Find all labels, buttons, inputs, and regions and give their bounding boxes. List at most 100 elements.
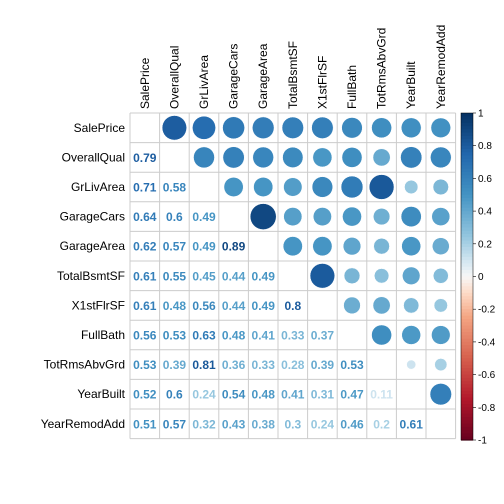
- colorbar-segment: [461, 165, 473, 170]
- column-label-GarageCars: GarageCars: [227, 44, 241, 109]
- corr-value-GarageCars-SalePrice: 0.64: [133, 210, 157, 224]
- corr-value-X1stFlrSF-OverallQual: 0.48: [163, 299, 187, 313]
- column-label-GrLivArea: GrLivArea: [197, 55, 211, 109]
- corr-circle-GarageArea-FullBath: [342, 237, 362, 256]
- colorbar-segment: [461, 397, 473, 402]
- column-label-SalePrice: SalePrice: [138, 57, 152, 109]
- corr-value-YearBuilt-TotalBsmtSF: 0.41: [281, 388, 305, 402]
- colorbar-segment: [461, 322, 473, 327]
- colorbar-segment: [461, 184, 473, 189]
- colorbar-segment: [461, 129, 473, 134]
- corr-circle-OverallQual-X1stFlrSF: [312, 147, 333, 168]
- corr-circle-GrLivArea-X1stFlrSF: [311, 176, 333, 198]
- corr-circle-GarageArea-YearBuilt: [401, 236, 422, 257]
- colorbar-segment: [461, 273, 473, 278]
- corr-value-TotRmsAbvGrd-SalePrice: 0.53: [133, 358, 157, 372]
- colorbar-segment: [461, 175, 473, 179]
- colorbar-tick-label: -0.4: [478, 337, 496, 348]
- colorbar-segment: [461, 328, 473, 333]
- corr-circle-X1stFlrSF-YearRemodAdd: [433, 298, 448, 313]
- corr-value-FullBath-OverallQual: 0.53: [163, 329, 187, 343]
- corr-circle-OverallQual-YearBuilt: [400, 146, 423, 169]
- corr-value-TotRmsAbvGrd-FullBath: 0.53: [340, 358, 364, 372]
- colorbar-tick-label: 0.8: [478, 141, 492, 152]
- corr-value-TotalBsmtSF-GarageArea: 0.49: [252, 269, 276, 283]
- row-label-GrLivArea: GrLivArea: [71, 180, 125, 194]
- corr-value-GrLivArea-OverallQual: 0.58: [163, 181, 187, 195]
- row-labels: SalePrice OverallQual GrLivArea GarageCars G…: [41, 121, 126, 431]
- colorbar-segment: [461, 191, 473, 196]
- corr-circle-TotalBsmtSF-YearRemodAdd: [432, 267, 449, 284]
- corr-circle-GrLivArea-TotRmsAbvGrd: [368, 174, 395, 200]
- corr-circle-GrLivArea-YearBuilt: [404, 179, 419, 195]
- corr-circle-OverallQual-GarageCars: [222, 146, 245, 169]
- column-label-TotalBsmtSF: TotalBsmtSF: [286, 41, 300, 109]
- colorbar-tick-label: -1: [478, 436, 487, 447]
- colorbar-segment: [461, 247, 473, 251]
- colorbar-segment: [461, 361, 473, 366]
- colorbar-segment: [461, 171, 473, 176]
- corr-value-YearRemodAdd-YearBuilt: 0.61: [400, 417, 424, 431]
- corr-value-YearRemodAdd-TotRmsAbvGrd: 0.2: [373, 417, 390, 431]
- colorbar-segment: [461, 253, 473, 258]
- colorbar-segment: [461, 345, 473, 350]
- colorbar-segment: [461, 387, 473, 392]
- colorbar-segment: [461, 256, 473, 261]
- corr-value-YearRemodAdd-GarageCars: 0.43: [222, 417, 246, 431]
- corr-circle-X1stFlrSF-TotRmsAbvGrd: [372, 296, 391, 315]
- colorbar-segment: [461, 155, 473, 160]
- colorbar-segment: [461, 292, 473, 297]
- corr-value-GarageCars-OverallQual: 0.6: [166, 210, 183, 224]
- colorbar-segment: [461, 433, 473, 438]
- colorbar-segment: [461, 135, 473, 140]
- row-label-YearBuilt: YearBuilt: [77, 387, 125, 401]
- corr-circle-GarageCars-YearRemodAdd: [431, 207, 451, 226]
- colorbar-segment: [461, 394, 473, 399]
- colorbar-segment: [461, 224, 473, 229]
- row-label-GarageArea: GarageArea: [60, 239, 126, 253]
- corr-value-X1stFlrSF-TotalBsmtSF: 0.8: [284, 299, 301, 313]
- colorbar-segment: [461, 325, 473, 330]
- colorbar-segment: [461, 279, 473, 284]
- colorbar-segment: [461, 354, 473, 359]
- corr-circle-X1stFlrSF-YearBuilt: [403, 297, 420, 314]
- colorbar-segment: [461, 178, 473, 183]
- corr-value-GarageArea-GarageCars: 0.89: [222, 240, 246, 254]
- corr-circle-TotalBsmtSF-TotRmsAbvGrd: [374, 268, 390, 284]
- corr-circle-GarageArea-YearRemodAdd: [432, 237, 450, 255]
- corr-circle-SalePrice-X1stFlrSF: [311, 116, 334, 139]
- corr-value-TotRmsAbvGrd-GarageCars: 0.36: [222, 358, 246, 372]
- corr-circle-SalePrice-YearRemodAdd: [430, 117, 451, 138]
- row-label-FullBath: FullBath: [81, 328, 125, 342]
- colorbar-segment: [461, 126, 473, 130]
- colorbar-segment: [461, 145, 473, 150]
- corr-value-YearRemodAdd-SalePrice: 0.51: [133, 417, 157, 431]
- colorbar-segment: [461, 371, 473, 376]
- corr-value-YearRemodAdd-TotalBsmtSF: 0.3: [284, 417, 301, 431]
- corr-circle-FullBath-YearRemodAdd: [431, 325, 451, 345]
- corr-value-YearRemodAdd-FullBath: 0.46: [340, 417, 364, 431]
- row-label-SalePrice: SalePrice: [74, 121, 126, 135]
- corr-value-X1stFlrSF-SalePrice: 0.61: [133, 299, 157, 313]
- colorbar-segment: [461, 400, 473, 405]
- column-label-TotRmsAbvGrd: TotRmsAbvGrd: [375, 28, 389, 109]
- colorbar-segment: [461, 368, 473, 372]
- colorbar-segment: [461, 116, 473, 121]
- colorbar-segment: [461, 420, 473, 425]
- corr-value-FullBath-TotalBsmtSF: 0.33: [281, 329, 305, 343]
- colorbar-segment: [461, 410, 473, 415]
- corr-circle-SalePrice-GarageCars: [222, 116, 245, 140]
- corr-value-TotRmsAbvGrd-TotalBsmtSF: 0.28: [281, 358, 305, 372]
- corr-circle-TotalBsmtSF-YearBuilt: [402, 266, 421, 285]
- corr-value-X1stFlrSF-GarageCars: 0.44: [222, 299, 246, 313]
- column-label-OverallQual: OverallQual: [167, 46, 181, 109]
- colorbar-segment: [461, 289, 473, 294]
- corr-circle-SalePrice-OverallQual: [161, 115, 187, 141]
- colorbar-segment: [461, 152, 473, 157]
- row-label-X1stFlrSF: X1stFlrSF: [72, 298, 125, 312]
- corr-circle-GarageCars-FullBath: [342, 206, 362, 227]
- colorbar-segment: [461, 237, 473, 242]
- corr-value-FullBath-GrLivArea: 0.63: [192, 329, 216, 343]
- colorbar-segment: [461, 426, 473, 431]
- colorbar-segment: [461, 142, 473, 147]
